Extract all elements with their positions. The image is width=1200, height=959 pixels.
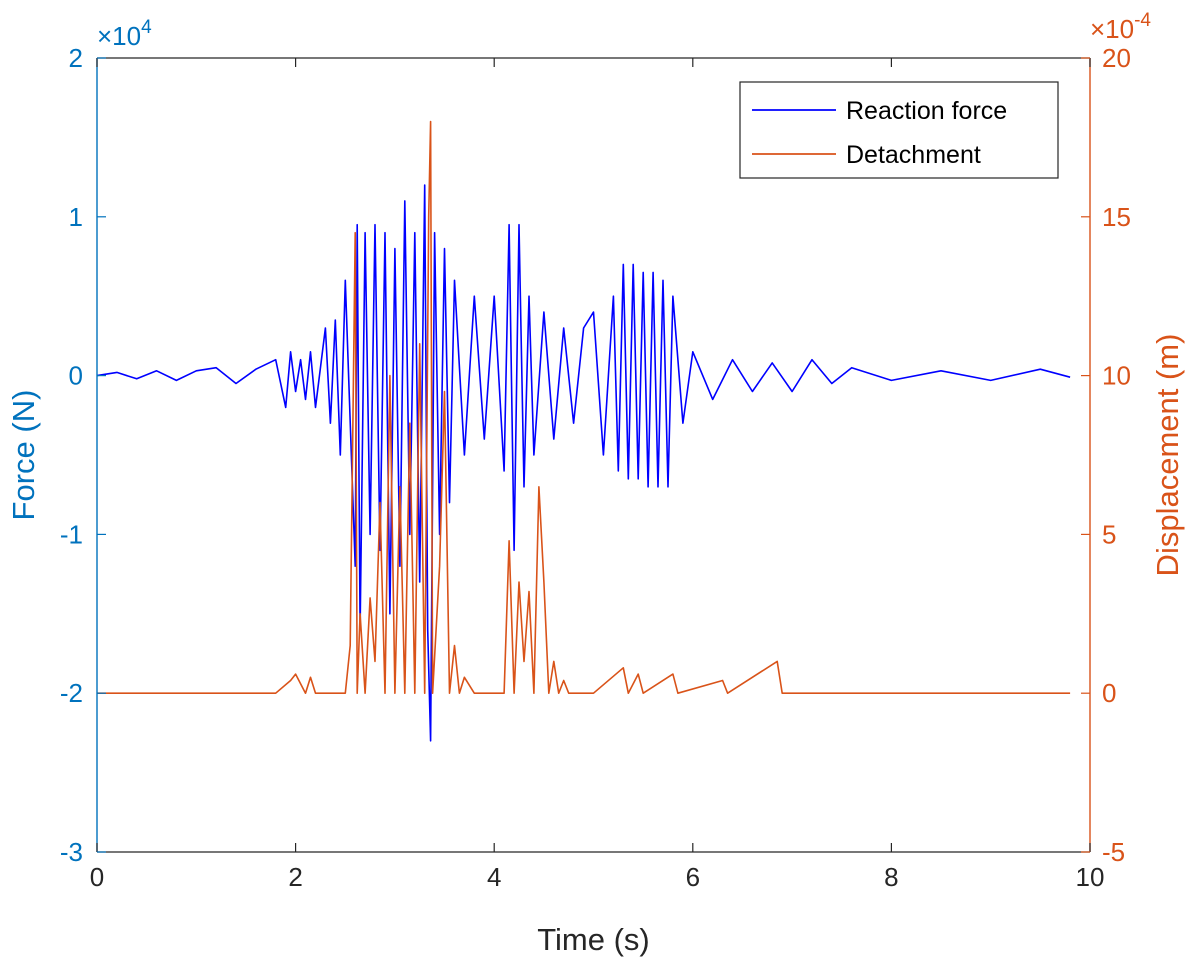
series-line-reaction-force — [96, 184, 1071, 742]
x-tick-label: 10 — [1076, 862, 1105, 892]
series-line-detachment — [97, 120, 1071, 695]
right-y-tick-label: 0 — [1102, 678, 1116, 708]
legend: Reaction force Detachment — [739, 81, 1059, 179]
x-tick-label: 8 — [884, 862, 898, 892]
right-axis-exponent: ×10-4 — [1090, 10, 1151, 44]
right-y-tick-label: -5 — [1102, 837, 1125, 867]
left-y-axis-title: Force (N) — [6, 390, 41, 521]
right-y-tick-label: 20 — [1102, 43, 1131, 73]
plot-box — [97, 58, 1090, 852]
left-axis-exponent: ×104 — [97, 17, 152, 51]
left-y-tick-label: -2 — [60, 678, 83, 708]
axes-layer: 0 2 4 6 8 10 -3 -2 -1 0 1 2 -5 0 5 10 15 20 ×104 ×10-4 Time … — [6, 10, 1185, 957]
left-y-tick-label: -3 — [60, 837, 83, 867]
x-axis-title: Time (s) — [537, 922, 650, 957]
x-tick-label: 6 — [686, 862, 700, 892]
left-y-tick-label: 0 — [69, 361, 83, 391]
legend-box — [739, 81, 1059, 179]
right-y-tick-label: 15 — [1102, 202, 1131, 232]
left-y-tick-label: -1 — [60, 519, 83, 549]
x-tick-label: 0 — [90, 862, 104, 892]
x-tick-label: 2 — [288, 862, 302, 892]
left-y-tick-label: 1 — [69, 202, 83, 232]
right-y-tick-label: 10 — [1102, 361, 1131, 391]
left-y-tick-label: 2 — [69, 43, 83, 73]
x-tick-label: 4 — [487, 862, 501, 892]
right-y-axis-title: Displacement (m) — [1150, 334, 1185, 577]
right-y-tick-label: 5 — [1102, 519, 1116, 549]
series-layer — [96, 120, 1071, 742]
legend-label: Reaction force — [846, 97, 1007, 125]
plot-area — [97, 58, 1090, 852]
legend-label: Detachment — [846, 141, 981, 169]
